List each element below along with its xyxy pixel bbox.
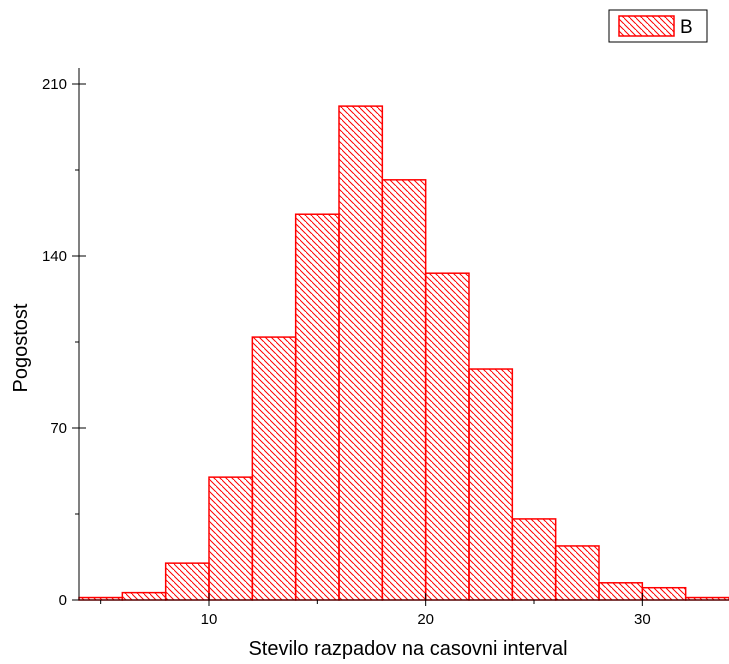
y-tick-label: 70 [50,420,67,437]
y-tick-label: 210 [42,76,67,93]
x-tick-label: 30 [634,611,651,628]
histogram-bar [338,105,384,601]
histogram-bar [381,179,427,601]
histogram-bar [598,582,644,601]
y-tick-label: 0 [59,592,67,609]
legend-swatch [618,15,675,37]
legend-label: B [680,17,693,38]
histogram-bar [294,213,340,601]
histogram-bar [641,586,687,601]
x-axis-title: Stevilo razpadov na casovni interval [248,638,567,660]
legend: B [608,9,708,43]
histogram-bar [121,591,167,601]
histogram-bar [208,476,254,601]
y-tick-label: 140 [42,248,67,265]
histogram-bar [251,336,297,601]
histogram-bar [554,545,600,601]
bars-group [78,105,729,601]
y-axis-title: Pogostost [10,303,32,392]
x-tick-label: 20 [417,611,434,628]
histogram-bar [424,272,470,601]
histogram-bar [511,518,557,601]
histogram-bar [468,368,514,601]
x-tick-label: 10 [201,611,218,628]
axes-group: 0 70 140 210 10 20 30 [42,68,729,628]
histogram-bar [164,562,210,601]
